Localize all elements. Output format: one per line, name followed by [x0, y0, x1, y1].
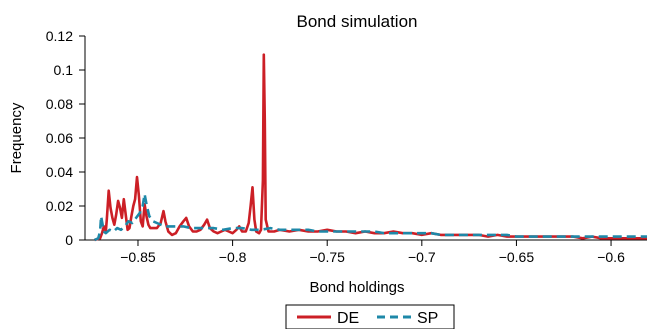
legend: DE SP	[286, 305, 454, 329]
y-axis-label: Frequency	[8, 102, 25, 173]
y-tick-label: 0.04	[46, 164, 73, 180]
x-tick-label: −0.7	[408, 249, 436, 265]
legend-label-de: DE	[337, 310, 359, 327]
y-tick-label: 0.08	[46, 96, 73, 112]
plot-area: −0.85 −0.8 −0.75 −0.7 −0.65 −0.6 0 0.02 0.04 0.0…	[46, 28, 647, 265]
y-ticks: 0 0.02 0.04 0.06 0.08 0.1 0.12	[46, 28, 85, 248]
x-ticks: −0.85 −0.8 −0.75 −0.7 −0.65 −0.6	[120, 240, 625, 265]
legend-label-sp: SP	[417, 310, 438, 327]
y-tick-label: 0	[65, 232, 73, 248]
x-tick-label: −0.65	[499, 249, 535, 265]
y-tick-label: 0.02	[46, 198, 73, 214]
x-axis-label: Bond holdings	[309, 279, 404, 296]
x-tick-label: −0.85	[120, 249, 156, 265]
x-tick-label: −0.75	[309, 249, 345, 265]
y-tick-label: 0.1	[54, 62, 74, 78]
series-layer	[95, 55, 647, 240]
series-line-de	[95, 55, 647, 240]
x-tick-label: −0.6	[597, 249, 625, 265]
chart-title: Bond simulation	[297, 12, 418, 31]
x-tick-label: −0.8	[219, 249, 247, 265]
y-tick-label: 0.12	[46, 28, 73, 44]
y-tick-label: 0.06	[46, 130, 73, 146]
